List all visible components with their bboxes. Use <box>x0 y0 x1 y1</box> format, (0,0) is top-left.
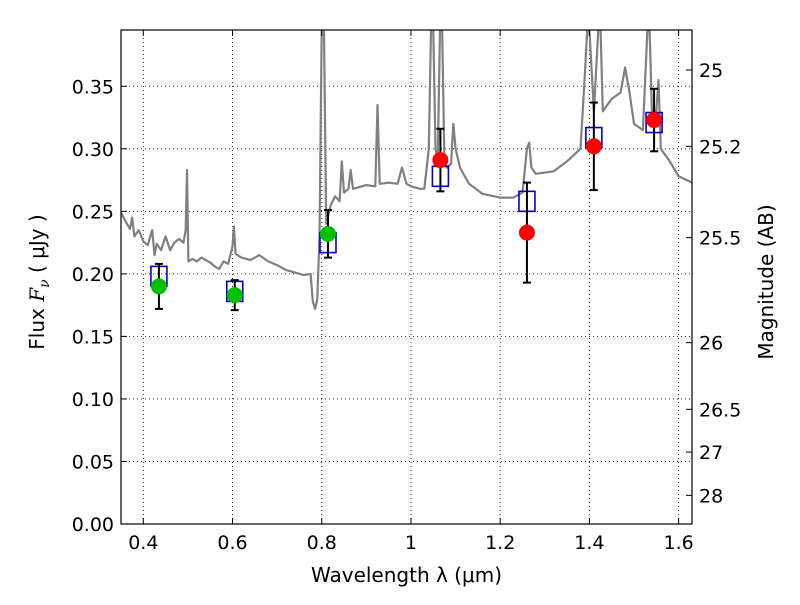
y-tick-label: 0.00 <box>72 514 114 536</box>
observed-point <box>432 127 449 193</box>
observed-marker <box>319 225 336 242</box>
y2-axis-label: Magnitude (AB) <box>754 204 778 359</box>
y-axis-label-prefix: Flux <box>25 302 49 350</box>
y-tick-label: 0.15 <box>72 326 114 348</box>
y-axis-label-subscript: ν <box>37 279 53 288</box>
y-tick-label: 0.20 <box>72 264 114 286</box>
plot-frame <box>120 29 693 525</box>
y2-tick-label: 26 <box>699 333 723 355</box>
x-tick-label: 0.8 <box>307 532 337 554</box>
y-tick-label: 0.30 <box>72 139 114 161</box>
y2-tick-label: 25.5 <box>699 228 741 250</box>
x-tick-label: 1.4 <box>574 532 604 554</box>
observed-marker <box>432 152 449 169</box>
y-tick-label: 0.35 <box>72 76 114 98</box>
y2-tick-label: 25 <box>699 60 723 82</box>
y-tick-label: 0.10 <box>72 389 114 411</box>
observed-marker <box>585 138 602 155</box>
observed-point <box>585 101 602 192</box>
plot-area <box>121 30 692 312</box>
observed-marker <box>226 287 243 304</box>
model-spectrum-line <box>121 30 692 310</box>
y2-tick-label: 28 <box>699 485 723 507</box>
y-axis-label: Flux Fν ( μJy ) <box>25 214 53 349</box>
observed-point <box>319 209 336 259</box>
y2-tick-label: 25.2 <box>699 136 741 158</box>
observed-point <box>646 87 663 153</box>
y-tick-label: 0.05 <box>72 451 114 473</box>
y2-tick-label: 27 <box>699 442 723 464</box>
x-tick-label: 0.4 <box>128 532 158 554</box>
observed-point <box>226 279 243 312</box>
x-tick-label: 0.6 <box>217 532 247 554</box>
y-axis-label-symbol: F <box>25 287 49 303</box>
observed-marker <box>518 224 535 241</box>
observed-point <box>518 181 535 284</box>
x-axis-label: Wavelength λ (μm) <box>311 563 502 587</box>
observed-marker <box>646 112 663 129</box>
x-tick-label: 1.6 <box>664 532 694 554</box>
observed-marker <box>150 278 167 295</box>
observed-point <box>150 262 167 310</box>
y-tick-label: 0.25 <box>72 201 114 223</box>
x-tick-label: 1 <box>405 532 417 554</box>
ticks: 0.4 0.6 0.8 1 1.2 1.4 1.6 0.00 0.05 0.10 0.15 0.20 0… <box>72 30 741 554</box>
x-tick-label: 1.2 <box>485 532 515 554</box>
grid <box>121 30 692 524</box>
y2-tick-label: 26.5 <box>699 399 741 421</box>
y-axis-label-suffix: ( μJy ) <box>25 214 49 279</box>
